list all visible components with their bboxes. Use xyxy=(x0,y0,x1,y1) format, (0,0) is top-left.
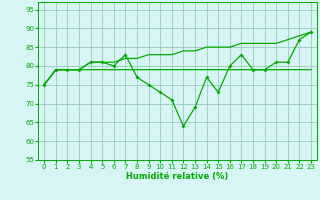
X-axis label: Humidité relative (%): Humidité relative (%) xyxy=(126,172,229,181)
